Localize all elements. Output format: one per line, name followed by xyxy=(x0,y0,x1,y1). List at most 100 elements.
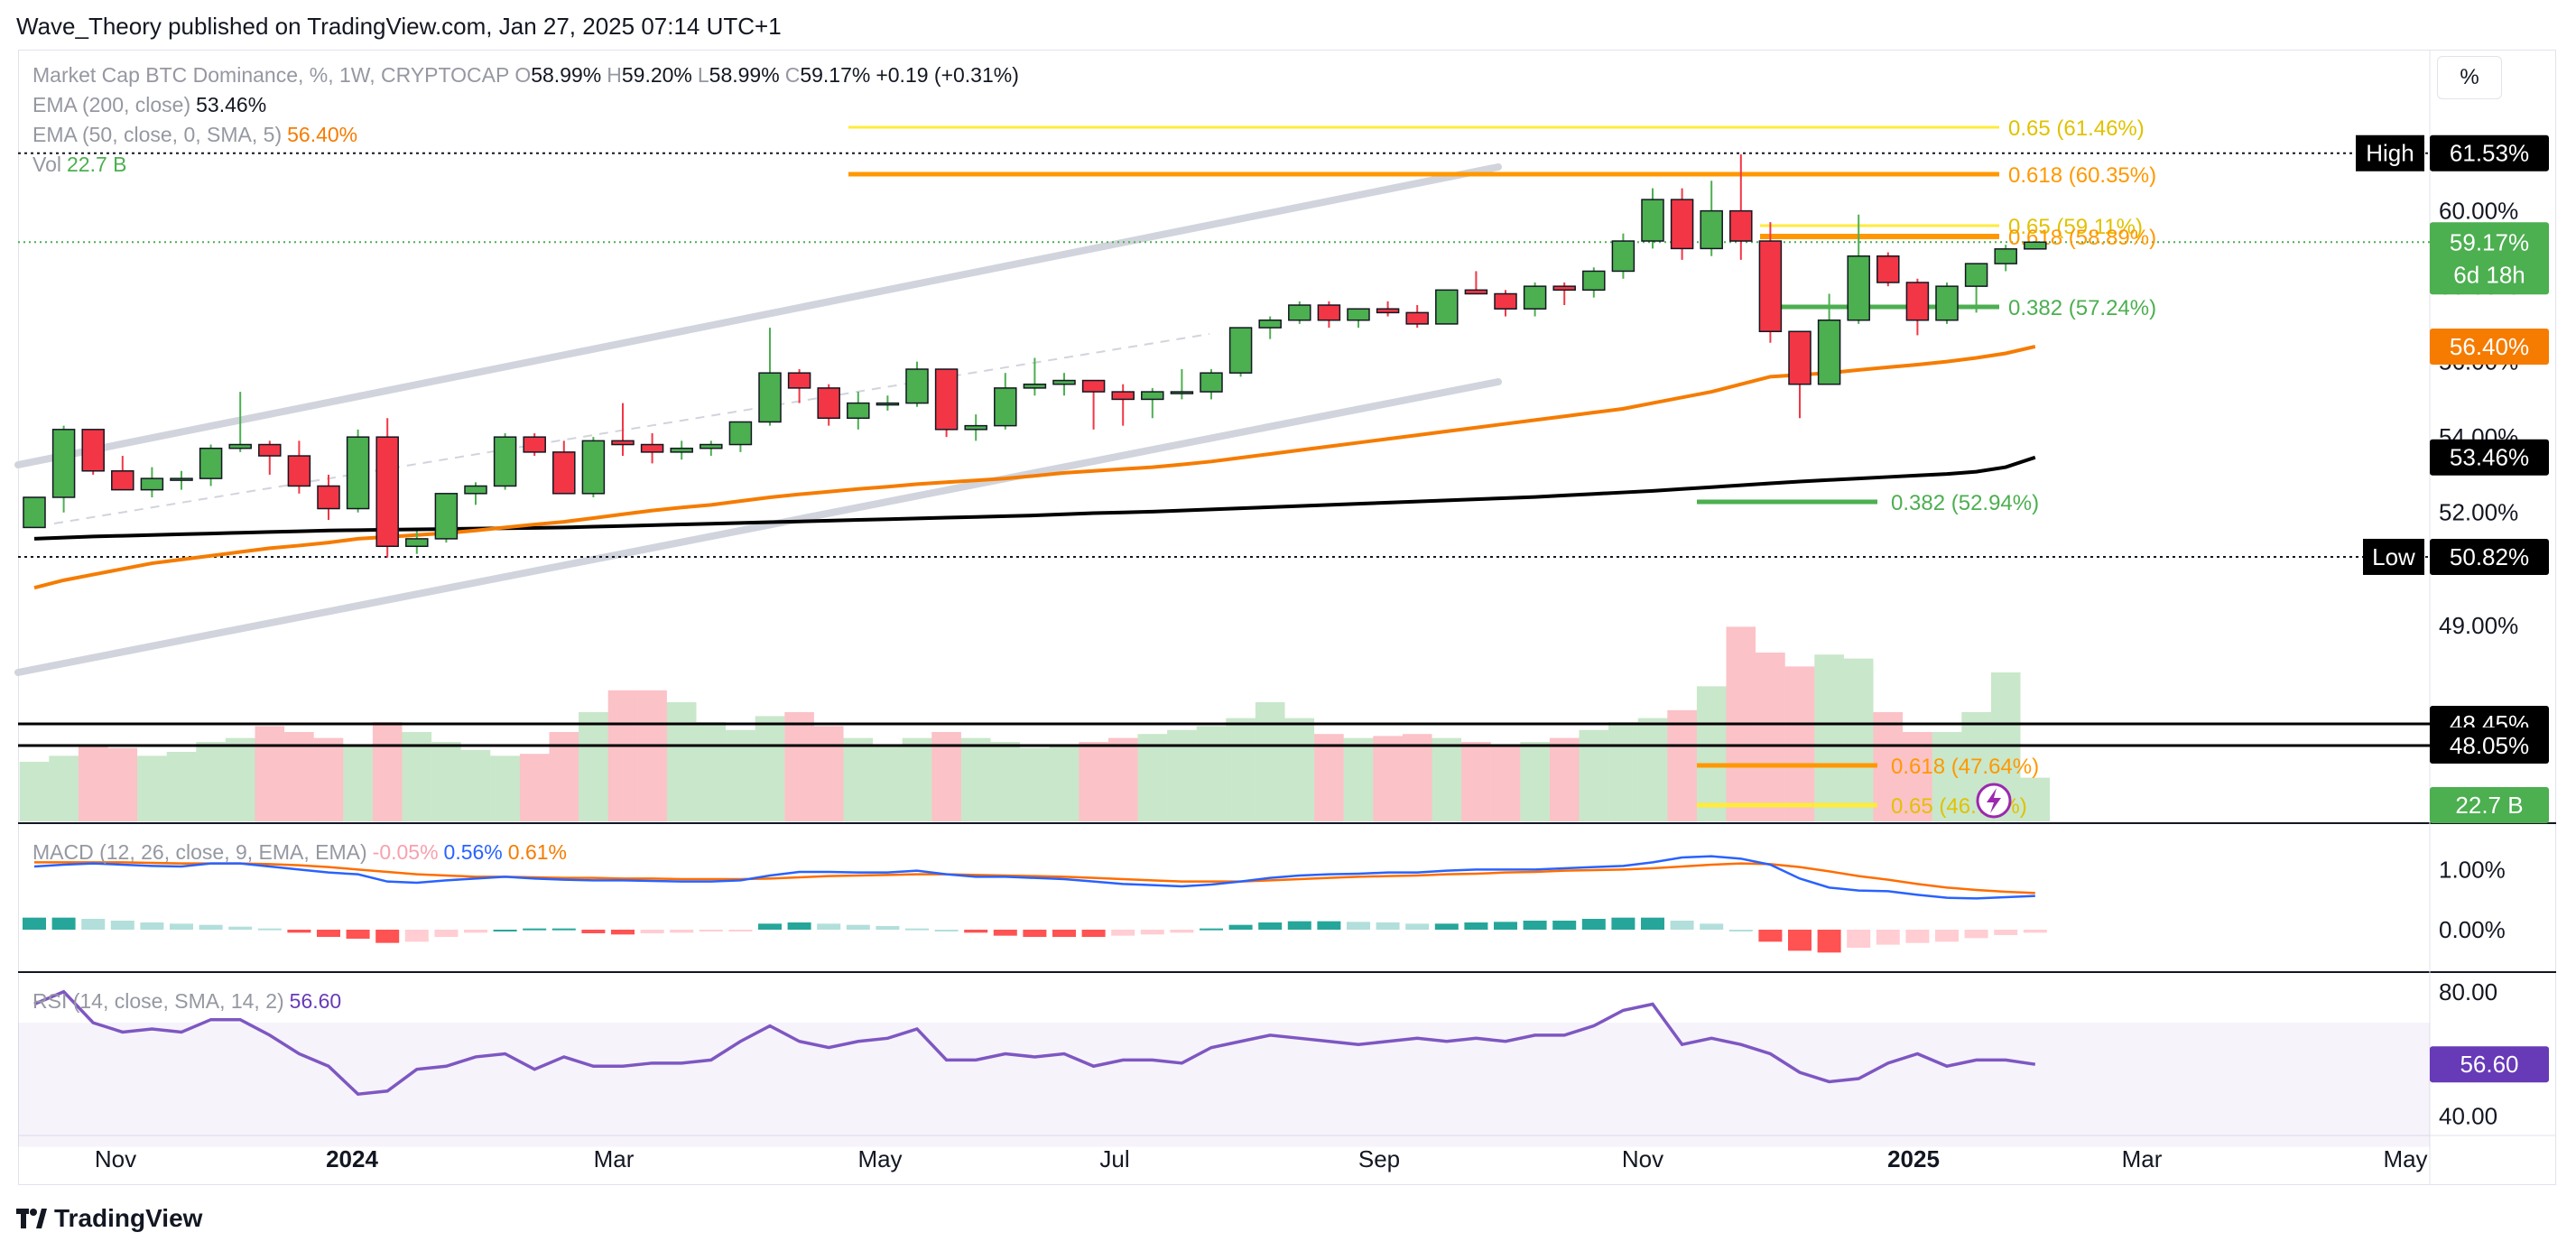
ema50-price-tag-text: 56.40% xyxy=(2450,333,2529,360)
volume-bar xyxy=(1079,742,1108,821)
ema50-value: 56.40% xyxy=(287,123,358,146)
legend-ema50[interactable]: EMA (50, close, 0, SMA, 5) 56.40% xyxy=(32,123,363,147)
low-price-tag xyxy=(2430,538,2549,575)
macd-histogram-bar xyxy=(1464,922,1488,930)
rsi-axis-tick: 80.00 xyxy=(2439,978,2497,1005)
candle-body xyxy=(1405,311,1429,325)
time-axis-label: Sep xyxy=(1358,1145,1400,1172)
high-price-tag-text: 61.53% xyxy=(2450,140,2529,167)
legend-high: 59.20% xyxy=(621,63,692,87)
legend-macd[interactable]: MACD (12, 26, close, 9, EMA, EMA) -0.05% 0… xyxy=(32,840,572,865)
volume-bar xyxy=(490,755,520,821)
volume-bar xyxy=(1756,653,1785,821)
macd-histogram-bar xyxy=(434,930,459,937)
volume-bar xyxy=(313,737,344,821)
rsi-price-tag xyxy=(2430,1046,2549,1083)
volume-bar xyxy=(1432,737,1462,821)
lightning-icon[interactable] xyxy=(1976,783,2012,819)
macd-histogram-bar xyxy=(699,930,723,931)
volume-bar xyxy=(107,747,138,821)
candle-body xyxy=(640,443,664,453)
macd-histogram-bar xyxy=(1935,930,1959,942)
macd-histogram-bar xyxy=(1111,930,1135,936)
macd-histogram-bar xyxy=(199,924,223,930)
candle-body xyxy=(1141,391,1164,401)
time-axis-label: Jul xyxy=(1099,1145,1129,1172)
volume-bar xyxy=(2020,777,2051,821)
rsi-axis-tick: 40.00 xyxy=(2439,1102,2497,1129)
legend-symbol[interactable]: Market Cap BTC Dominance, %, 1W, CRYPTOC… xyxy=(32,63,510,87)
macd-histogram-bar xyxy=(1552,921,1577,930)
volume-bar xyxy=(1373,736,1403,821)
macd-histogram-bar xyxy=(1847,930,1871,948)
candle-body xyxy=(2024,241,2047,250)
legend-close: 59.17% xyxy=(800,63,871,87)
candle-body xyxy=(1376,308,1400,314)
candle-body xyxy=(1964,263,1988,287)
candle-body xyxy=(434,493,459,540)
volume-bar xyxy=(1520,742,1550,821)
percent-scale-button[interactable]: % xyxy=(2437,56,2502,99)
candle-body xyxy=(140,477,164,491)
candle-body xyxy=(523,436,546,453)
volume-bar xyxy=(1873,712,1904,821)
volume-bar xyxy=(78,746,108,821)
candle-body xyxy=(905,368,929,404)
macd-histogram-bar xyxy=(1023,930,1047,937)
candle-body xyxy=(464,485,487,495)
volume-bar xyxy=(1637,718,1668,821)
macd-histogram-bar xyxy=(1641,917,1664,930)
macd-histogram-bar xyxy=(1405,923,1430,930)
candle-body xyxy=(1758,240,1783,333)
candle-body xyxy=(1729,209,1753,242)
candle-body xyxy=(1170,391,1194,394)
macd-histogram-bar xyxy=(611,930,635,935)
candle-body xyxy=(1670,199,1694,250)
macd-histogram-bar xyxy=(1994,930,2018,935)
candle-body xyxy=(552,451,576,495)
low-price-tag-text: 50.82% xyxy=(2450,543,2529,570)
macd-histogram-bar xyxy=(1287,921,1311,930)
legend-volume[interactable]: Vol 22.7 B xyxy=(32,153,132,177)
candle-body xyxy=(1200,372,1223,393)
macd-histogram-bar xyxy=(1170,930,1194,933)
ema200-value: 53.46% xyxy=(196,93,267,116)
macd-histogram-bar xyxy=(110,921,134,930)
candle-body xyxy=(258,443,282,457)
candle-body xyxy=(1258,319,1282,329)
volume-bar xyxy=(1608,722,1638,821)
candle-body xyxy=(1023,383,1047,389)
legend-open: 58.99% xyxy=(531,63,602,87)
candle-body xyxy=(1347,308,1370,321)
legend-ema200[interactable]: EMA (200, close) 53.46% xyxy=(32,93,272,117)
time-axis-label: Mar xyxy=(594,1145,635,1172)
candle-body xyxy=(1847,255,1870,321)
candle-body xyxy=(1288,304,1311,321)
volume-bar xyxy=(1255,702,1285,821)
fib-level-label: 0.618 (60.35%) xyxy=(2008,163,2156,188)
chart-frame[interactable] xyxy=(18,50,2556,1185)
volume-bar xyxy=(1226,718,1256,821)
legend-rsi[interactable]: RSI (14, close, SMA, 14, 2) 56.60 xyxy=(32,989,347,1014)
tradingview-logo[interactable]: TradingView xyxy=(16,1204,202,1233)
low-label-box xyxy=(2363,538,2424,575)
price-axis-tick: 52.00% xyxy=(2439,499,2518,526)
fib-level-label: 0.65 (59.11%) xyxy=(2008,215,2143,239)
candle-body xyxy=(375,436,399,548)
volume-bar xyxy=(372,722,403,821)
candle-body xyxy=(199,447,223,479)
volume-bar xyxy=(637,690,667,821)
volume-bar xyxy=(196,742,226,821)
macd-histogram-bar xyxy=(1494,922,1517,930)
macd-histogram-bar xyxy=(1347,922,1370,930)
macd-histogram-bar xyxy=(2023,930,2047,933)
macd-signal-line xyxy=(34,861,2035,894)
candle-body xyxy=(876,402,900,406)
candle-body xyxy=(787,372,811,389)
macd-histogram-bar xyxy=(1581,919,1606,930)
candle-body xyxy=(1905,282,1930,321)
macd-histogram-bar xyxy=(1758,930,1783,942)
macd-histogram-bar xyxy=(817,923,841,930)
volume-bar xyxy=(755,716,785,821)
